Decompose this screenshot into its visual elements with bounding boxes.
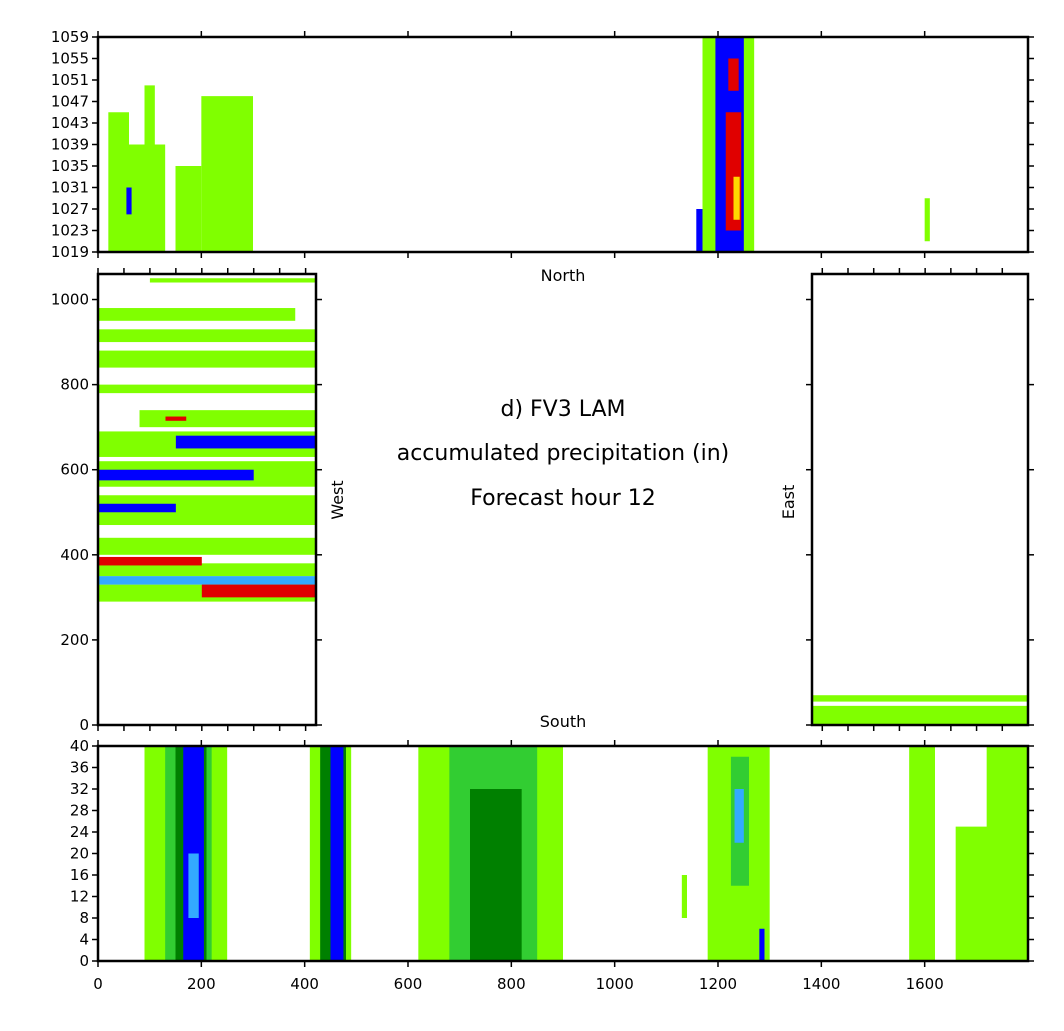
- west-y-tick-label: 200: [60, 631, 89, 649]
- north-y-tick-label: 1031: [51, 179, 89, 197]
- south-precip-cell-light_green: [909, 746, 935, 961]
- south-precip-cell-light_green: [986, 746, 1028, 961]
- west-precip-cell-red: [98, 556, 202, 566]
- north-precip-cell-light_green: [175, 166, 202, 252]
- panels-layer: 1019 1023 1027 1031 1035 1039 1043 1047 1051 1055…: [51, 28, 1034, 993]
- east-panel: [806, 268, 1034, 731]
- west-cells: [98, 278, 316, 602]
- west-precip-cell-light_green: [98, 537, 316, 555]
- north-y-tick-label: 1043: [51, 114, 89, 132]
- west-precip-cell-light_green: [98, 308, 296, 321]
- south-x-tick-label: 1000: [596, 975, 634, 993]
- north-y-tick-label: 1035: [51, 157, 89, 175]
- north-cells: [108, 37, 930, 252]
- north-precip-cell-blue: [696, 209, 703, 252]
- east-label: East: [779, 485, 798, 520]
- north-y-tick-label: 1019: [51, 243, 89, 261]
- south-y-tick-label: 40: [70, 737, 89, 755]
- east-precip-cell-light_green: [812, 705, 1028, 725]
- north-y-tick-label: 1027: [51, 200, 89, 218]
- east-cells: [812, 695, 1028, 725]
- north-precip-cell-light_green: [108, 112, 129, 252]
- south-x-tick-label: 0: [93, 975, 103, 993]
- north-y-tick-label: 1059: [51, 28, 89, 46]
- west-precip-cell-blue: [98, 503, 176, 513]
- north-precip-cell-light_green: [201, 96, 253, 252]
- north-y-tick-label: 1023: [51, 222, 89, 240]
- south-y-tick-label: 24: [70, 823, 89, 841]
- south-y-tick-label: 8: [79, 909, 89, 927]
- south-x-tick-label: 600: [394, 975, 423, 993]
- north-y-tick-label: 1055: [51, 50, 89, 68]
- south-y-tick-label: 12: [70, 888, 89, 906]
- north-precip-cell-blue: [126, 187, 132, 215]
- west-precip-cell-light_green: [98, 563, 316, 577]
- west-label: West: [328, 480, 347, 519]
- south-y-tick-label: 36: [70, 759, 89, 777]
- north-label: North: [541, 266, 586, 285]
- west-precip-cell-red: [165, 416, 187, 421]
- north-y-tick-label: 1047: [51, 93, 89, 111]
- west-precip-cell-light_green: [98, 329, 316, 343]
- west-y-tick-label: 600: [60, 461, 89, 479]
- chart-title-line-1: d) FV3 LAM: [500, 397, 625, 422]
- south-y-tick-label: 16: [70, 866, 89, 884]
- north-precip-cell-light_green: [144, 85, 155, 220]
- west-y-tick-label: 800: [60, 376, 89, 394]
- south-x-tick-label: 200: [187, 975, 216, 993]
- north-precip-cell-light_green: [924, 198, 930, 242]
- south-x-tick-label: 800: [497, 975, 526, 993]
- west-y-tick-label: 1000: [51, 291, 89, 309]
- west-precip-cell-light_green: [98, 384, 316, 394]
- east-precip-cell-light_green: [812, 695, 1028, 702]
- south-y-tick-label: 32: [70, 780, 89, 798]
- north-precip-cell-yellow: [733, 176, 740, 220]
- west-precip-cell-cyan: [98, 576, 316, 585]
- south-x-tick-label: 400: [290, 975, 319, 993]
- west-y-tick-label: 0: [79, 716, 89, 734]
- south-label: South: [540, 712, 587, 731]
- west-precip-cell-blue: [98, 469, 254, 481]
- south-cells: [144, 746, 1028, 961]
- south-precip-cell-cyan: [188, 853, 199, 918]
- north-panel: 1019 1023 1027 1031 1035 1039 1043 1047 1051 1055…: [51, 28, 1034, 261]
- south-x-tick-label: 1600: [906, 975, 944, 993]
- south-precip-cell-dark_green: [470, 789, 522, 961]
- chart-title-line-3: Forecast hour 12: [470, 486, 655, 511]
- west-frame: [96, 272, 318, 727]
- south-precip-cell-cyan: [734, 789, 744, 843]
- south-x-tick-label: 1200: [699, 975, 737, 993]
- south-x-tick-label: 1400: [802, 975, 840, 993]
- west-precip-cell-light_green: [149, 278, 316, 283]
- east-frame: [810, 272, 1030, 727]
- south-precip-cell-blue: [759, 928, 765, 961]
- chart-title-line-2: accumulated precipitation (in): [397, 441, 730, 466]
- south-precip-cell-light_green: [681, 875, 687, 918]
- south-y-tick-label: 4: [79, 931, 89, 949]
- west-panel: 0 200 400 600 800 1000: [51, 268, 322, 734]
- south-y-tick-label: 0: [79, 952, 89, 970]
- north-y-tick-label: 1039: [51, 136, 89, 154]
- south-precip-cell-blue: [330, 746, 344, 961]
- west-precip-cell-red: [201, 584, 316, 598]
- north-y-tick-label: 1051: [51, 71, 89, 89]
- north-precip-cell-red: [728, 58, 739, 91]
- south-y-tick-label: 28: [70, 802, 89, 820]
- west-y-tick-label: 400: [60, 546, 89, 564]
- west-precip-cell-blue: [175, 435, 316, 449]
- west-precip-cell-light_green: [98, 350, 316, 368]
- west-precip-cell-light_green: [139, 410, 316, 428]
- south-y-tick-label: 20: [70, 845, 89, 863]
